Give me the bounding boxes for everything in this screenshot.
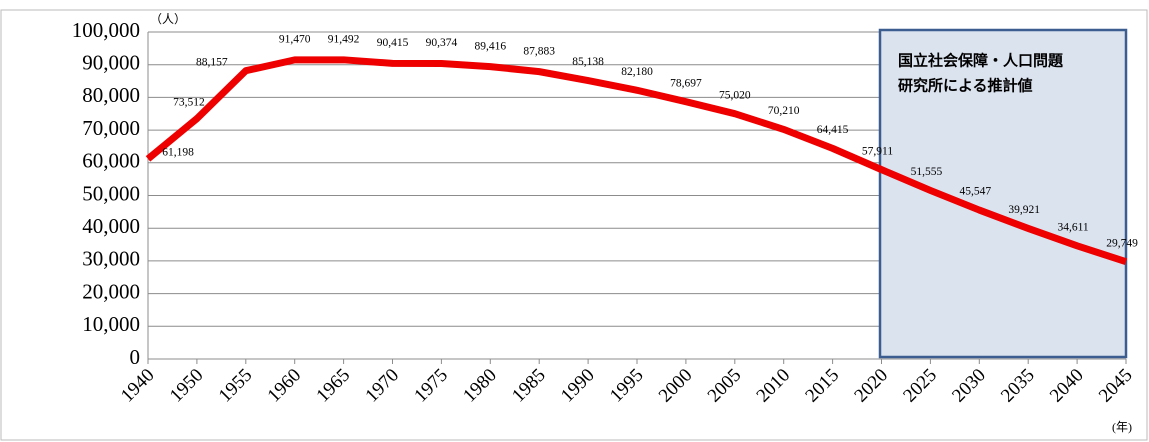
x-tick-label: 2005 <box>704 365 746 407</box>
x-tick-label: 2020 <box>850 365 892 407</box>
x-tick-label: 2035 <box>997 365 1039 407</box>
value-label: 88,157 <box>196 56 228 68</box>
value-label: 64,415 <box>817 124 849 136</box>
value-label: 90,374 <box>426 37 458 49</box>
value-label: 73,512 <box>173 96 205 108</box>
y-tick-label: 70,000 <box>82 116 140 140</box>
y-tick-label: 40,000 <box>82 214 140 238</box>
y-tick-label: 30,000 <box>82 247 140 271</box>
x-tick-label: 1955 <box>215 365 257 407</box>
annotation-line: 国立社会保障・人口問題 <box>898 52 1064 70</box>
value-label: 57,911 <box>862 145 893 157</box>
x-tick-label: 1960 <box>264 365 306 407</box>
y-tick-label: 80,000 <box>82 83 140 107</box>
value-label: 39,921 <box>1008 204 1040 216</box>
y-unit: （人） <box>150 12 186 26</box>
x-tick-label: 1975 <box>410 365 452 407</box>
value-label: 82,180 <box>621 66 653 78</box>
data-line <box>145 56 1128 266</box>
value-label: 91,492 <box>328 33 360 45</box>
x-tick-label: 2045 <box>1095 365 1137 407</box>
x-tick-label: 1950 <box>166 365 208 407</box>
value-label: 70,210 <box>768 105 800 117</box>
projection-box <box>878 28 1128 359</box>
x-tick-label: 1995 <box>606 365 648 407</box>
y-tick-label: 10,000 <box>82 312 140 336</box>
value-label: 78,697 <box>670 77 702 89</box>
x-tick-label: 2040 <box>1046 365 1088 407</box>
x-tick-label: 1990 <box>557 365 599 407</box>
annotation-line: 研究所による推計値 <box>898 77 1033 95</box>
value-label: 87,883 <box>523 45 555 57</box>
value-label: 61,198 <box>162 147 194 159</box>
x-tick-label: 2030 <box>948 365 990 407</box>
y-tick-label: 100,000 <box>72 18 140 42</box>
y-tick-label: 90,000 <box>82 51 140 75</box>
x-tick-label: 1965 <box>312 365 354 407</box>
y-tick-label: 20,000 <box>82 279 140 303</box>
value-label: 89,416 <box>474 40 506 52</box>
value-label: 91,470 <box>279 34 311 46</box>
value-label: 34,611 <box>1057 221 1088 233</box>
x-tick-label: 1940 <box>117 365 159 407</box>
value-label: 45,547 <box>959 186 991 198</box>
x-tick-label: 1985 <box>508 365 550 407</box>
value-label: 29,749 <box>1106 237 1138 249</box>
y-tick-label: 60,000 <box>82 149 140 173</box>
x-tick-label: 2025 <box>899 365 941 407</box>
x-tick-label: 1970 <box>361 365 403 407</box>
chart-frame <box>0 9 1148 441</box>
x-unit: (年) <box>1112 420 1132 434</box>
x-tick-label: 2010 <box>753 365 795 407</box>
y-tick-label: 0 <box>130 345 141 369</box>
x-tick-label: 2015 <box>801 365 843 407</box>
x-tick-label: 2000 <box>655 365 697 407</box>
value-label: 51,555 <box>911 166 943 178</box>
value-label: 85,138 <box>572 56 604 68</box>
y-tick-label: 50,000 <box>82 181 140 205</box>
x-tick-label: 1980 <box>459 365 501 407</box>
value-label: 90,415 <box>377 37 409 49</box>
value-label: 75,020 <box>719 89 751 101</box>
